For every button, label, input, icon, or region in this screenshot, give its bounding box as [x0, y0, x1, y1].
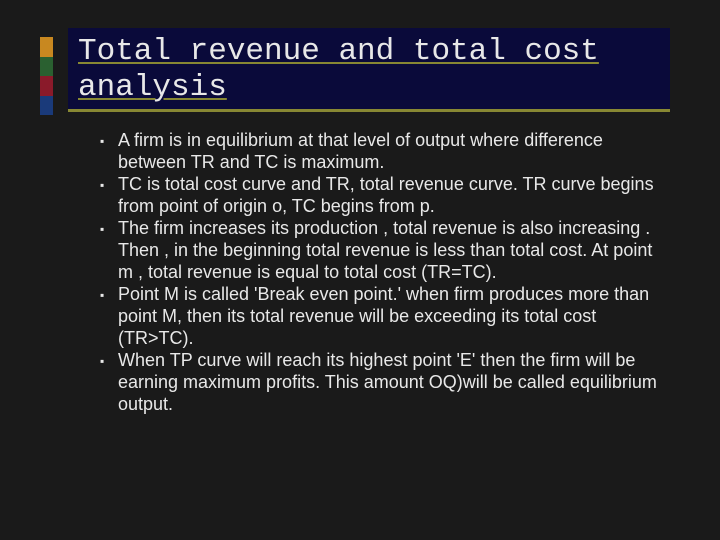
accent-bar-1: [40, 57, 53, 77]
list-item: When TP curve will reach its highest poi…: [100, 350, 660, 416]
accent-bars: [40, 37, 53, 115]
list-item: Point M is called 'Break even point.' wh…: [100, 284, 660, 350]
list-item: A firm is in equilibrium at that level o…: [100, 130, 660, 174]
accent-bar-3: [40, 96, 53, 116]
title-box: Total revenue and total cost analysis: [68, 28, 670, 112]
accent-bar-0: [40, 37, 53, 57]
accent-bar-2: [40, 76, 53, 96]
bullet-list: A firm is in equilibrium at that level o…: [100, 130, 660, 415]
slide: Total revenue and total cost analysis A …: [0, 0, 720, 540]
list-item: TC is total cost curve and TR, total rev…: [100, 174, 660, 218]
slide-title: Total revenue and total cost analysis: [78, 34, 660, 105]
list-item: The firm increases its production , tota…: [100, 218, 660, 284]
content-area: A firm is in equilibrium at that level o…: [100, 130, 660, 415]
